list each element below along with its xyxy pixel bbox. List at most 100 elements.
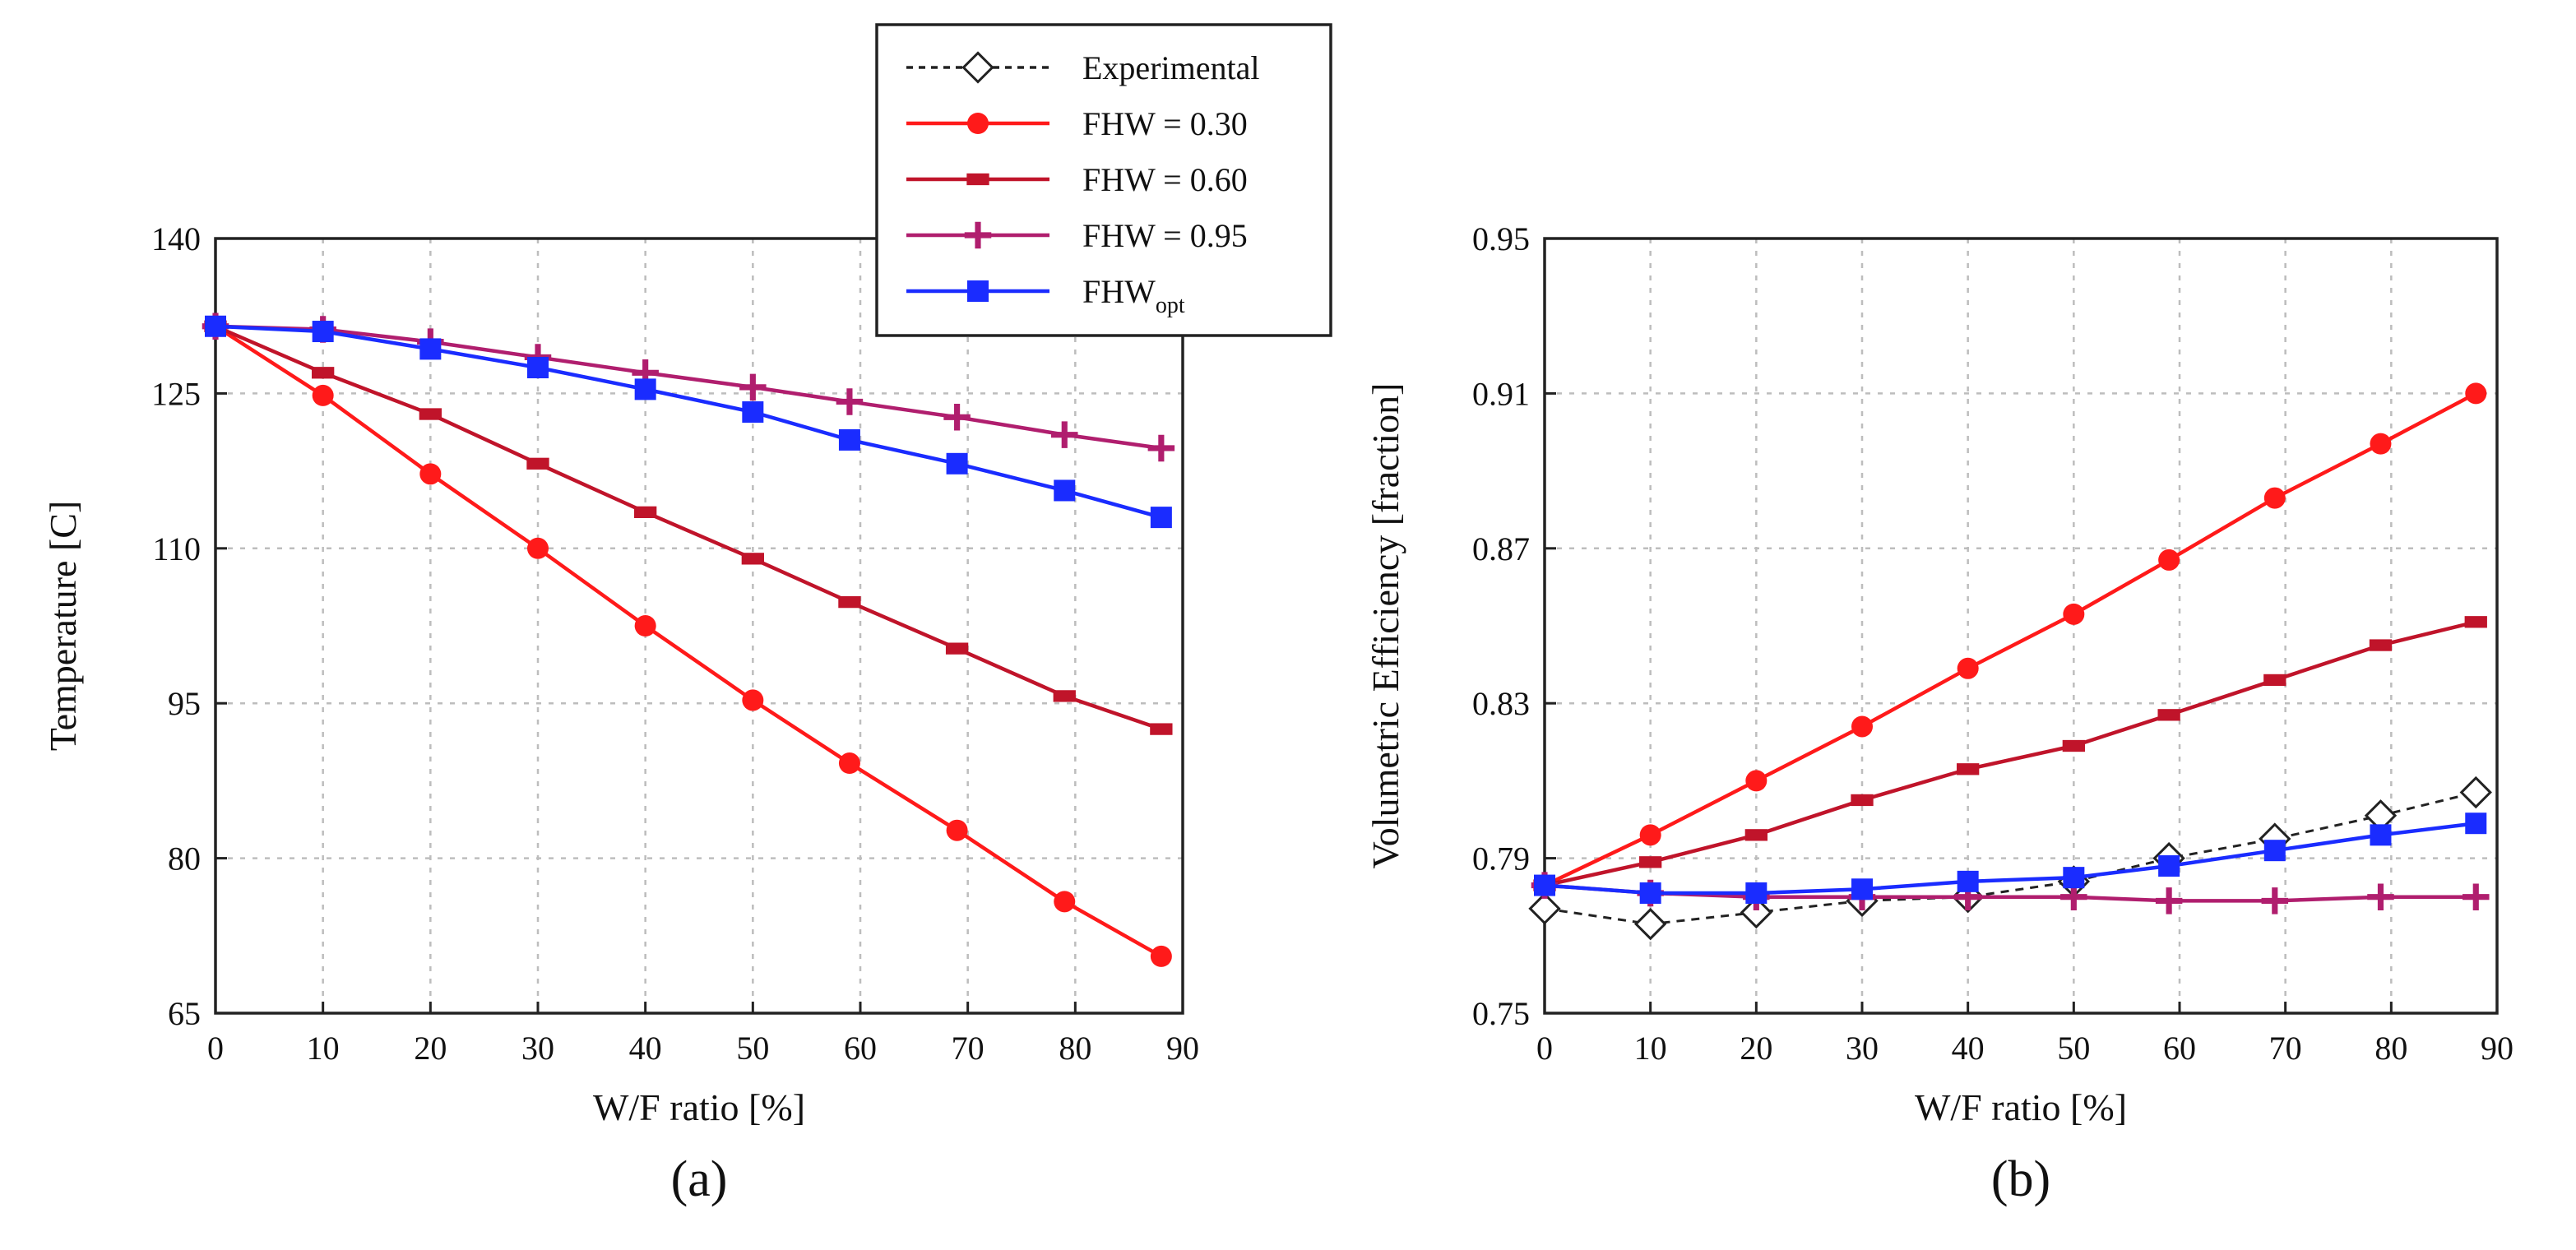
panel-b-series-fhw-0-95-point-9 bbox=[2462, 883, 2490, 910]
panel-b-x-tick-label-3: 30 bbox=[1846, 1030, 1879, 1067]
panel-b-series-fhw-opt-point-8 bbox=[2370, 824, 2392, 846]
legend: Experimental FHW = 0.30 FHW = 0.60 FHW = 0.… bbox=[875, 23, 1332, 337]
panel-b-series-fhw-0-60-point-6 bbox=[2157, 709, 2180, 721]
panel-a-series-fhw-0-30 bbox=[205, 315, 1172, 967]
panel-a-series-fhw-0-60-point-5 bbox=[741, 553, 764, 565]
panel-a-series-fhw-0-60-point-6 bbox=[838, 595, 861, 609]
panel-b-y-tick-label-0: 0.75 bbox=[1472, 995, 1530, 1032]
panel-a-series-fhw-0-30-point-4 bbox=[634, 615, 656, 637]
panel-a-series-fhw-0-30-point-8 bbox=[1054, 891, 1076, 913]
panel-b-series-experimental-point-2 bbox=[1740, 896, 1773, 929]
panel-a-x-tick-label-4: 40 bbox=[629, 1030, 662, 1067]
legend-entry-2: FHW = 0.60 bbox=[906, 161, 1248, 198]
panel-b-series-fhw-0-95-point-8 bbox=[2367, 883, 2394, 910]
panel-b-x-tick-label-7: 70 bbox=[2269, 1030, 2302, 1067]
panel-a-series-fhw-opt bbox=[205, 315, 1172, 529]
panel-a-series-fhw-opt-point-8 bbox=[1054, 479, 1076, 502]
panel-a-series-fhw-0-95-point-6 bbox=[836, 388, 864, 415]
legend-entry-1-label: FHW = 0.30 bbox=[1082, 105, 1248, 142]
panel-b-series-fhw-opt-line bbox=[1544, 821, 2476, 896]
panel-a-series-fhw-0-30-point-2 bbox=[419, 463, 442, 485]
panel-b-series-fhw-0-30-point-1 bbox=[1639, 824, 1661, 846]
legend-entry-1-marker bbox=[967, 113, 989, 134]
panel-b-x-tick-label-1: 10 bbox=[1634, 1030, 1667, 1067]
legend-entry-3: FHW = 0.95 bbox=[906, 217, 1248, 254]
panel-b-y-axis-label: Volumetric Efficiency [fraction] bbox=[1364, 383, 1406, 869]
panel-a-series-fhw-0-60-line bbox=[215, 324, 1162, 731]
panel-a-temperature-chart: 0 10 20 30 40 50 60 70 80 90 65 80 95 110 125 140 W/F ra… bbox=[42, 220, 1199, 1207]
panel-b-axes-frame bbox=[1543, 237, 2499, 1015]
panel-a-series-fhw-0-60-point-1 bbox=[312, 367, 335, 379]
panel-b-series-experimental-point-0 bbox=[1528, 892, 1561, 925]
panel-b-series-experimental-point-1 bbox=[1633, 907, 1667, 941]
legend-entry-3-marker bbox=[964, 221, 992, 249]
panel-b-series-fhw-0-60-line bbox=[1544, 620, 2476, 887]
panel-b-series-fhw-0-60-point-5 bbox=[2062, 739, 2085, 752]
panel-a-series-fhw-opt-point-1 bbox=[312, 321, 334, 343]
panel-a-x-tick-label-3: 30 bbox=[521, 1030, 554, 1067]
panel-b-volumetric-efficiency-chart: 0 10 20 30 40 50 60 70 80 90 0.75 0.79 0.83 0.87 0.91 0… bbox=[1364, 220, 2513, 1207]
panel-b-series-fhw-opt-point-7 bbox=[2263, 840, 2286, 862]
panel-b-series-fhw-opt bbox=[1534, 812, 2487, 904]
legend-entry-1: FHW = 0.30 bbox=[906, 105, 1248, 142]
panel-b-series-fhw-0-60-point-4 bbox=[1957, 763, 1980, 775]
panel-b-series-fhw-0-95-point-7 bbox=[2261, 887, 2289, 914]
panel-a-y-tick-label-0: 65 bbox=[168, 995, 201, 1032]
panel-b-x-tick-label-8: 80 bbox=[2374, 1030, 2407, 1067]
panel-a-x-tick-label-8: 80 bbox=[1059, 1030, 1091, 1067]
panel-b-series-fhw-0-30-point-4 bbox=[1957, 657, 1979, 679]
panel-b-x-tick-label-6: 60 bbox=[2163, 1030, 2196, 1067]
panel-b-series-fhw-opt-point-5 bbox=[2063, 867, 2085, 889]
panel-b-series-fhw-0-95-line bbox=[1544, 883, 2476, 903]
legend-entry-4-marker bbox=[967, 280, 989, 302]
panel-b-series-fhw-0-30-point-2 bbox=[1745, 770, 1768, 792]
panel-a-y-axis-label: Temperature [C] bbox=[42, 501, 84, 752]
panel-b-series-fhw-0-30-point-5 bbox=[2063, 603, 2085, 625]
panel-a-series-fhw-opt-line bbox=[215, 324, 1162, 520]
panel-b-series-fhw-0-60-point-9 bbox=[2464, 616, 2487, 628]
panel-b-series-fhw-opt-point-4 bbox=[1957, 870, 1979, 892]
panel-a-series-fhw-0-95-point-5 bbox=[739, 373, 767, 401]
panel-a-series-fhw-0-30-point-6 bbox=[838, 752, 860, 775]
legend-entry-2-marker bbox=[966, 173, 989, 186]
panel-a-x-axis-label: W/F ratio [%] bbox=[593, 1086, 805, 1128]
panel-a-x-tick-label-9: 90 bbox=[1166, 1030, 1199, 1067]
panel-b-x-axis-label: W/F ratio [%] bbox=[1915, 1086, 2127, 1128]
panel-a-series-fhw-0-60-point-3 bbox=[526, 457, 549, 470]
panel-a-series-fhw-opt-point-7 bbox=[946, 452, 968, 475]
panel-b-series-fhw-opt-point-9 bbox=[2465, 812, 2487, 835]
panel-a-series-fhw-0-30-point-5 bbox=[742, 689, 764, 711]
panel-a-series-fhw-0-60-point-4 bbox=[634, 506, 657, 518]
panel-a-series-fhw-0-95-point-8 bbox=[1051, 421, 1078, 448]
panel-a-y-tick-label-4: 125 bbox=[151, 375, 201, 412]
panel-a-series-fhw-0-30-point-3 bbox=[527, 537, 549, 559]
panel-b-series-fhw-0-30-point-9 bbox=[2465, 382, 2487, 405]
panel-b-series-fhw-opt-point-6 bbox=[2158, 855, 2180, 877]
panel-b-series-fhw-0-30-point-6 bbox=[2158, 549, 2180, 571]
panel-b-series-fhw-opt-point-2 bbox=[1745, 882, 1768, 904]
panel-a-x-tick-label-2: 20 bbox=[414, 1030, 447, 1067]
panel-a-x-tick-label-0: 0 bbox=[207, 1030, 224, 1067]
panel-b-x-tick-label-9: 90 bbox=[2481, 1030, 2513, 1067]
legend-entry-3-label: FHW = 0.95 bbox=[1082, 217, 1248, 254]
panel-b-y-tick-label-2: 0.83 bbox=[1472, 685, 1530, 722]
panel-a-series-fhw-opt-point-6 bbox=[838, 428, 860, 451]
panel-b-y-tick-label-3: 0.87 bbox=[1472, 530, 1530, 567]
panel-b-plot-area: 0 10 20 30 40 50 60 70 80 90 0.75 0.79 0.83 0.87 0.91 0… bbox=[1472, 220, 2513, 1067]
panel-a-series-fhw-opt-point-5 bbox=[742, 401, 764, 424]
panel-a-series-fhw-opt-point-4 bbox=[634, 378, 656, 400]
panel-b-x-tick-label-2: 20 bbox=[1740, 1030, 1772, 1067]
panel-a-series-fhw-0-60-point-7 bbox=[945, 642, 969, 655]
panel-b-series-experimental-point-9 bbox=[2459, 775, 2492, 809]
panel-a-panel-label: (a) bbox=[671, 1151, 728, 1207]
panel-a-y-tick-label-1: 80 bbox=[168, 840, 201, 877]
panel-b-series-fhw-0-60-point-3 bbox=[1851, 794, 1874, 807]
panel-a-x-tick-label-6: 60 bbox=[844, 1030, 877, 1067]
panel-b-series-fhw-0-60-point-7 bbox=[2263, 674, 2286, 687]
panel-a-series-fhw-opt-point-9 bbox=[1150, 507, 1172, 529]
panel-b-series-fhw-0-30 bbox=[1534, 382, 2487, 896]
panel-b-series-fhw-0-60 bbox=[1533, 616, 2487, 891]
panel-a-y-tick-label-3: 110 bbox=[152, 530, 201, 567]
panel-b-x-tick-label-5: 50 bbox=[2057, 1030, 2090, 1067]
